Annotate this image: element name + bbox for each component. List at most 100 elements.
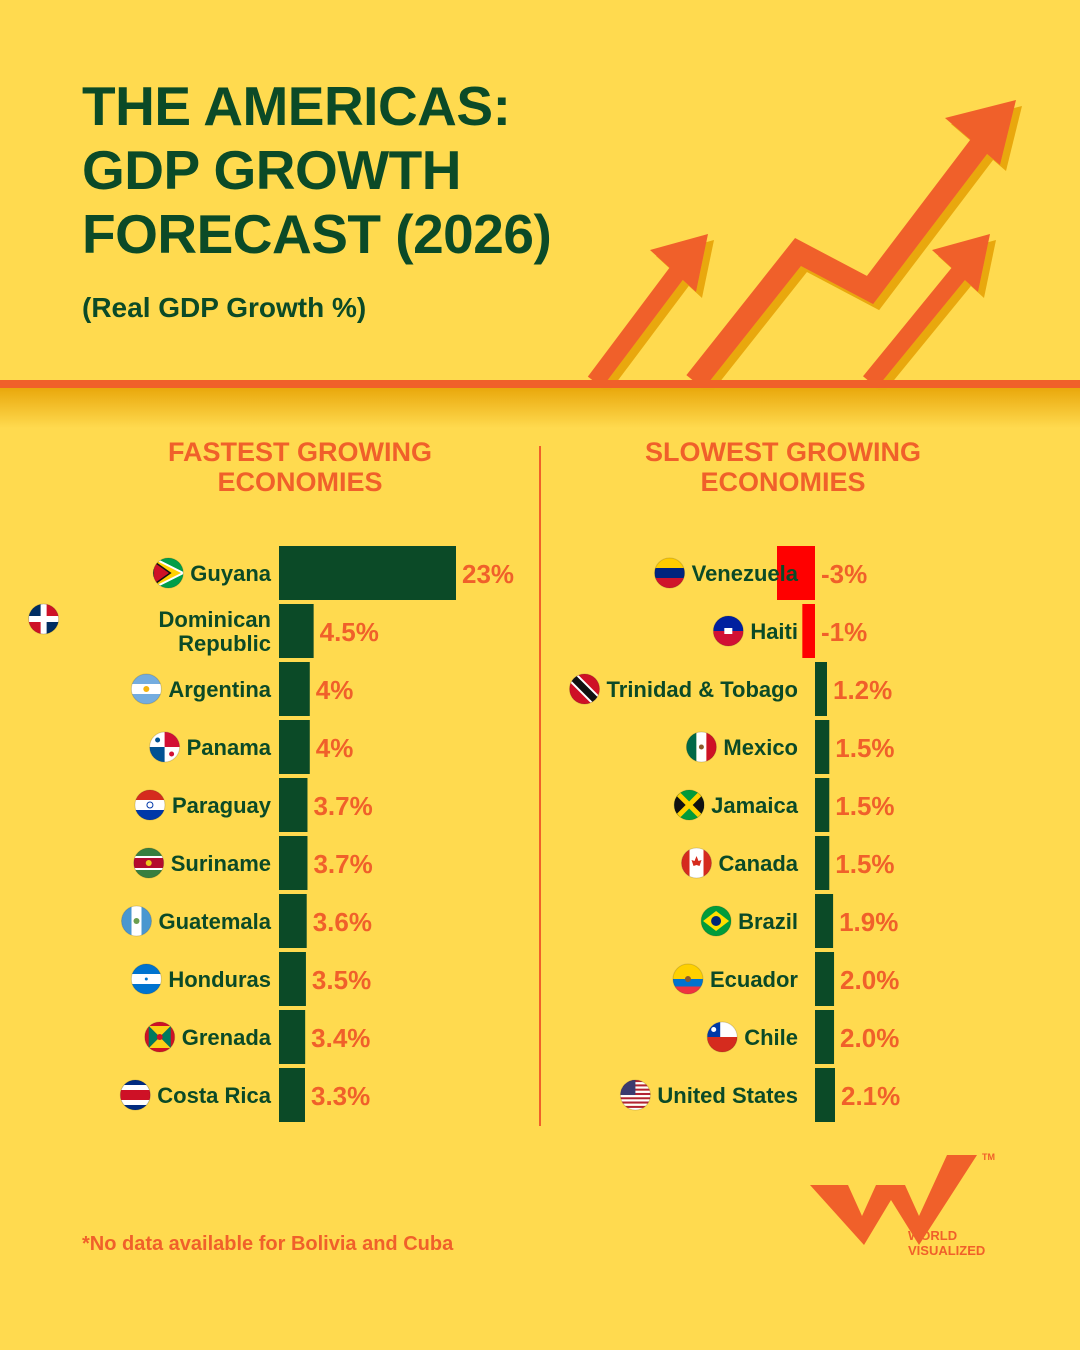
guyana-flag-icon [153,558,184,588]
haiti-flag-icon [713,616,744,646]
dominican-republic-flag-icon-outline [28,603,60,635]
category-label-1-6: Brazil [738,909,798,934]
category-label-1-2: Trinidad & Tobago [607,677,798,702]
category-label-0-9: Costa Rica [157,1083,271,1108]
value-label-1-1: -1% [821,617,867,647]
value-label-1-5: 1.5% [835,849,894,879]
jamaica-flag-icon-outline [673,789,705,821]
value-label-1-0: -3% [821,559,867,589]
fastest-heading-line-1: FASTEST GROWING [167,437,432,467]
costa-rica-flag-icon-outline [119,1079,151,1111]
bar-1-7 [815,952,835,1006]
world-visualized-logo-icon [810,1155,977,1245]
category-label-0-3: Panama [187,735,272,760]
grenada-flag-icon-outline [144,1021,176,1053]
brazil-flag-icon [701,906,732,936]
slowest-section-heading: SLOWEST GROWING ECONOMIES [573,437,993,497]
page-subtitle: (Real GDP Growth %) [82,292,367,323]
bar-0-0 [279,546,456,600]
bar-0-8 [279,1010,306,1064]
rising-arrows-icon [587,100,1016,389]
bar-0-9 [279,1068,305,1122]
value-label-0-6: 3.6% [313,907,372,937]
suriname-flag-icon-outline [133,847,165,879]
category-label-0-8: Grenada [182,1025,272,1050]
brand-line-1: WORLD [908,1228,958,1243]
title-line-3: FORECAST (2026) [82,203,552,265]
panama-flag-icon-outline [149,731,181,763]
header-divider-shadow [0,388,1080,428]
value-label-1-6: 1.9% [839,907,898,937]
guyana-flag-icon-outline [152,557,184,589]
category-label-1-7: Ecuador [710,967,798,992]
value-label-0-2: 4% [316,675,354,705]
canada-flag-icon-outline [681,847,713,879]
bar-1-1 [802,604,815,658]
header-divider-band [0,380,1080,388]
chile-flag-icon [707,1022,738,1052]
bar-1-6 [815,894,834,948]
mexico-flag-icon [686,732,717,762]
value-label-0-7: 3.5% [312,965,371,995]
category-label-1-3: Mexico [723,735,798,760]
mexico-flag-icon-outline [685,731,717,763]
fastest-heading-line-2: ECONOMIES [217,467,383,497]
value-label-1-9: 2.1% [841,1081,900,1111]
title-line-2: GDP GROWTH [82,139,461,201]
category-label-1-5: Canada [719,851,799,876]
value-label-1-8: 2.0% [840,1023,899,1053]
haiti-flag-icon-outline [712,615,744,647]
category-label-0-6: Guatemala [159,909,272,934]
brazil-flag-icon-outline [700,905,732,937]
bar-1-4 [815,778,830,832]
trademark-mark: TM [982,1152,995,1162]
bar-1-9 [815,1068,835,1122]
category-label-1-0: Venezuela [692,561,799,586]
title-line-1: THE AMERICAS: [82,75,511,137]
costa-rica-flag-icon [120,1080,151,1110]
bar-0-6 [279,894,307,948]
venezuela-flag-icon-outline [654,557,686,589]
category-label-0-0: Guyana [190,561,271,586]
value-label-0-9: 3.3% [311,1081,370,1111]
trinidad-and-tobago-flag-icon-outline [569,673,601,705]
brand-line-2: VISUALIZED [908,1243,986,1258]
canada-flag-icon [681,848,712,878]
paraguay-flag-icon-outline [134,789,166,821]
value-label-0-1: 4.5% [320,617,379,647]
brand-name: WORLD VISUALIZED [908,1228,985,1258]
value-label-0-3: 4% [316,733,354,763]
ecuador-flag-icon [672,964,703,994]
argentina-flag-icon [131,674,162,704]
chile-flag-icon-outline [706,1021,738,1053]
value-label-0-0: 23% [462,559,514,589]
category-label-0-5: Suriname [171,851,271,876]
category-label-1-1: Haiti [750,619,798,644]
value-label-1-2: 1.2% [833,675,892,705]
column-divider [539,446,541,1126]
fastest-section-heading: FASTEST GROWING ECONOMIES [90,437,510,497]
bar-1-8 [815,1010,835,1064]
value-label-1-7: 2.0% [840,965,899,995]
bar-0-5 [279,836,308,890]
bar-0-4 [279,778,308,832]
grenada-flag-icon [144,1022,175,1052]
category-label-0-7: Honduras [168,967,271,992]
argentina-flag-icon-outline [130,673,162,705]
bar-1-3 [815,720,830,774]
jamaica-flag-icon [674,790,705,820]
category-label-1-9: United States [657,1083,798,1108]
category-label-0-4: Paraguay [172,793,272,818]
trinidad-and-tobago-flag-icon [569,674,600,704]
united-states-flag-icon-outline [619,1079,651,1111]
venezuela-flag-icon [654,558,685,588]
bar-0-2 [279,662,310,716]
category-label-0-1: Dominican Republic [159,607,271,656]
category-label-1-4: Jamaica [711,793,799,818]
slowest-heading-line-1: SLOWEST GROWING [645,437,921,467]
suriname-flag-icon [133,848,164,878]
bar-0-7 [279,952,306,1006]
paraguay-flag-icon [134,790,165,820]
value-label-0-5: 3.7% [313,849,372,879]
